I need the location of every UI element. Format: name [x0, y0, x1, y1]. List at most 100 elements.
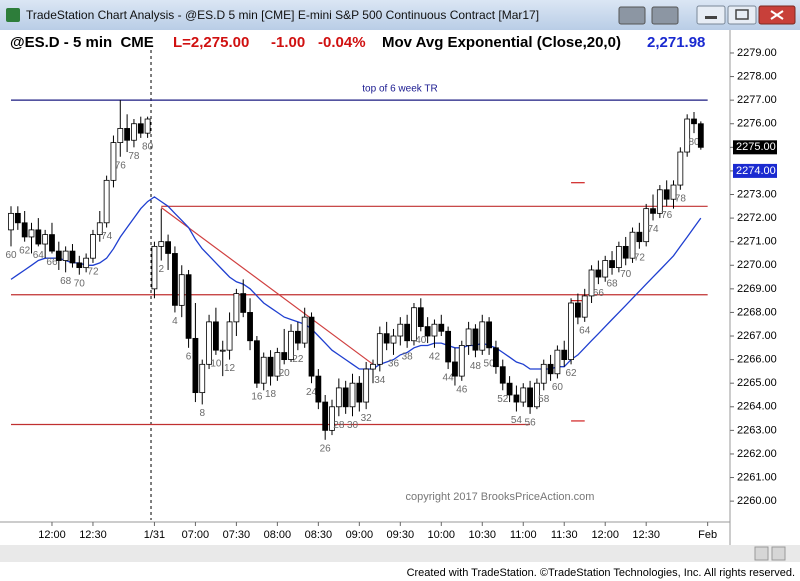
candle-body: [520, 387, 527, 403]
close-icon: [770, 10, 784, 20]
candle-body: [629, 231, 636, 259]
bar-number: 68: [606, 278, 618, 289]
candle-body: [212, 321, 219, 351]
candle-body: [438, 323, 445, 332]
candle-body: [233, 293, 240, 323]
link-button[interactable]: [651, 6, 679, 25]
candle-body: [370, 363, 376, 370]
minimize-button[interactable]: [696, 5, 726, 25]
y-tick-label: 2272.00: [737, 212, 777, 224]
candle-body: [417, 307, 424, 327]
bar-number: 46: [456, 384, 468, 395]
bar-number: 20: [279, 368, 291, 379]
candle-body: [110, 142, 117, 181]
title-buttons: [618, 5, 796, 25]
x-tick-label: 07:00: [182, 529, 210, 541]
candle-body: [472, 328, 479, 351]
net-change: -1.00: [271, 34, 305, 51]
candle-body: [342, 387, 349, 408]
zoom-out-button[interactable]: [754, 546, 769, 561]
price-marker-label: 2275.00: [736, 141, 776, 153]
y-tick-label: 2263.00: [737, 424, 777, 436]
x-tick-label: 10:00: [428, 529, 456, 541]
y-tick-label: 2260.00: [737, 495, 777, 507]
candle-body: [636, 231, 643, 243]
x-tick-label: 11:30: [551, 529, 578, 541]
candle-body: [165, 241, 171, 254]
x-tick-label: 12:30: [79, 529, 107, 541]
candle-body: [21, 222, 28, 238]
scrollbar[interactable]: [0, 545, 800, 562]
y-tick-label: 2276.00: [737, 118, 777, 130]
candle-body: [151, 245, 158, 290]
bar-number: 60: [552, 382, 564, 393]
indicator-name: Mov Avg Exponential (Close,20,0): [382, 34, 621, 51]
candle-body: [288, 330, 294, 361]
candle-body: [315, 375, 322, 403]
maximize-icon: [735, 9, 749, 20]
chart-area: [0, 30, 800, 545]
maximize-button[interactable]: [727, 5, 757, 25]
candle-body: [615, 245, 622, 269]
y-tick-label: 2279.00: [737, 47, 777, 59]
candle-body: [424, 326, 431, 337]
bar-number: 6: [186, 351, 192, 362]
y-tick-label: 2264.00: [737, 401, 777, 413]
candle-body: [650, 208, 656, 214]
zoom-in-button[interactable]: [771, 546, 786, 561]
bar-number: 42: [429, 351, 441, 362]
candle-body: [76, 262, 83, 269]
candle-body: [356, 382, 363, 403]
candle-body: [479, 321, 486, 351]
bar-number: 40: [415, 335, 427, 346]
candle-body: [226, 321, 233, 351]
candle-body: [643, 208, 650, 243]
candle-body: [267, 356, 274, 377]
candle-body: [131, 123, 137, 141]
bar-number: 78: [128, 151, 140, 162]
y-tick-label: 2268.00: [737, 306, 777, 318]
candle-body: [144, 118, 151, 134]
footer: Created with TradeStation. ©TradeStation…: [407, 567, 795, 579]
bar-number: 72: [634, 252, 646, 263]
candle-body: [547, 363, 554, 375]
bar-number: 80: [142, 142, 154, 153]
candle-body: [656, 189, 663, 214]
candle-body: [90, 234, 96, 259]
bar-number: 62: [565, 368, 577, 379]
candle-body: [335, 387, 342, 408]
candle-body: [506, 382, 513, 396]
candle-body: [602, 260, 609, 278]
candle-body: [240, 293, 247, 313]
candle-body: [83, 257, 90, 269]
price-marker: [733, 140, 777, 155]
bar-number: 56: [525, 417, 537, 428]
candle-body: [42, 234, 49, 245]
candle-body: [301, 316, 308, 344]
candle-body: [49, 234, 55, 252]
x-tick-label: 12:00: [591, 529, 619, 541]
bar-number: 58: [538, 394, 550, 405]
candle-body: [609, 260, 615, 269]
candle-body: [595, 269, 602, 278]
candle-body: [452, 361, 458, 377]
x-tick-label: 09:00: [346, 529, 374, 541]
candle-body: [684, 118, 691, 153]
candle-body: [431, 323, 438, 337]
bar-number: 18: [265, 389, 277, 400]
candle-body: [663, 189, 670, 200]
trendline: [160, 206, 374, 365]
x-tick-label: 09:30: [387, 529, 415, 541]
candle-body: [55, 250, 62, 261]
candle-body: [486, 321, 493, 349]
symbol: @ES.D - 5 min CME: [10, 34, 154, 51]
symbol-button[interactable]: [618, 6, 646, 25]
candle-body: [206, 321, 212, 365]
candle-body: [178, 274, 185, 306]
candle-body: [390, 335, 397, 344]
bar-number: 2: [158, 264, 164, 275]
candle-body: [117, 128, 124, 144]
price-marker-label: 2274.00: [736, 165, 776, 177]
